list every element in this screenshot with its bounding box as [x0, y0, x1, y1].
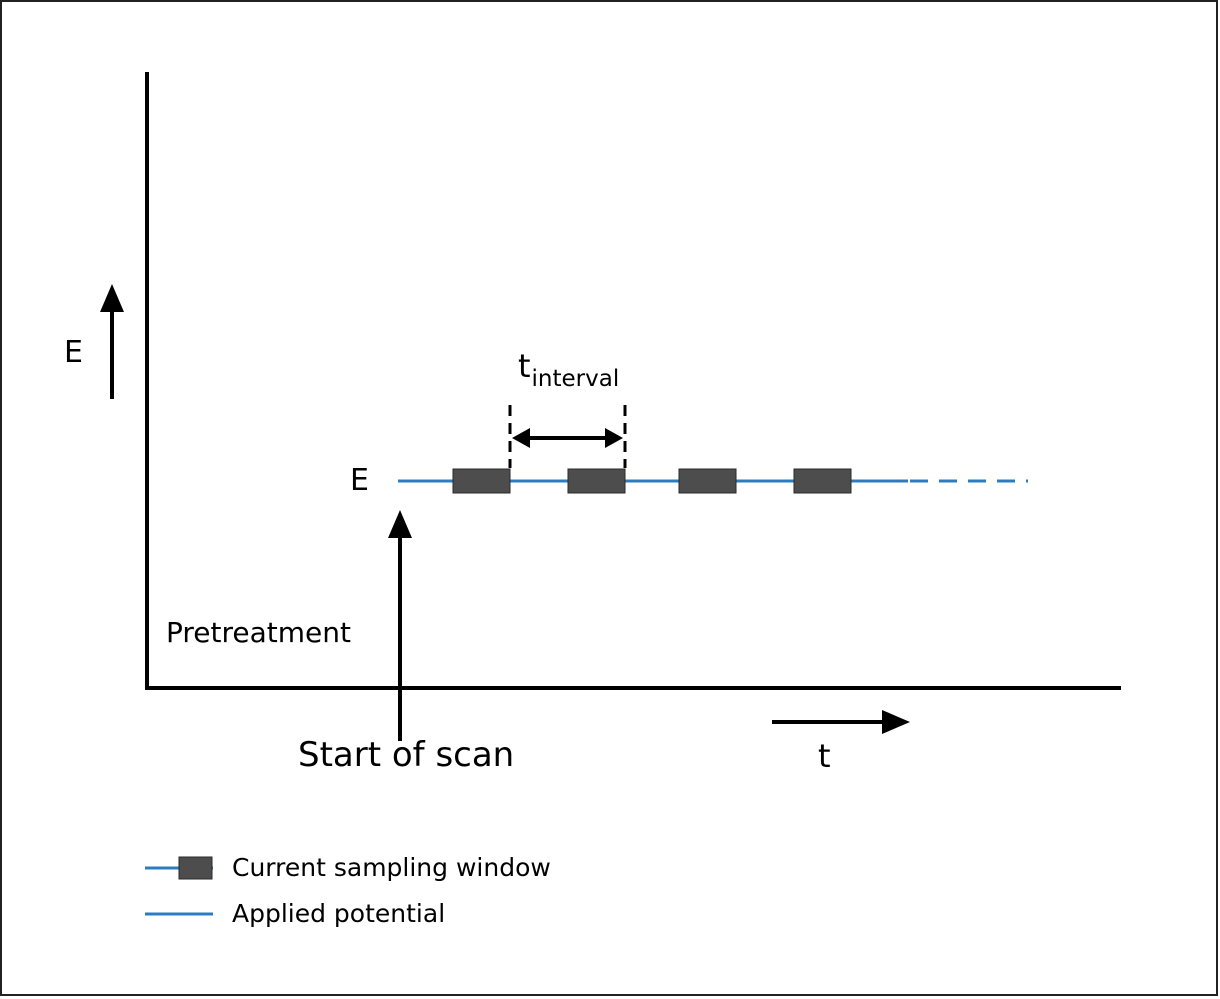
interval-label-base: t	[518, 347, 531, 385]
legend-sampling-window-label: Current sampling window	[232, 853, 551, 882]
start-of-scan-label: Start of scan	[298, 735, 515, 775]
legend-sampling-window-icon	[178, 856, 213, 880]
interval-label-subscript: interval	[531, 366, 620, 392]
y-axis-label: E	[64, 335, 83, 370]
y-direction-arrow-head	[100, 284, 124, 312]
interval-arrow-head-left	[512, 428, 530, 448]
x-direction-arrow-head	[882, 710, 910, 734]
pretreatment-label: Pretreatment	[166, 616, 351, 649]
sampling-window	[678, 468, 737, 494]
sampling-window	[793, 468, 852, 494]
potential-level-label: E	[350, 463, 369, 498]
start-arrow-head	[388, 510, 412, 538]
interval-arrow-head-right	[605, 428, 623, 448]
legend-applied-potential-label: Applied potential	[232, 899, 446, 928]
sampling-window	[567, 468, 626, 494]
x-axis-label: t	[818, 737, 831, 775]
sampling-window	[452, 468, 511, 494]
interval-label: tinterval	[518, 350, 619, 391]
